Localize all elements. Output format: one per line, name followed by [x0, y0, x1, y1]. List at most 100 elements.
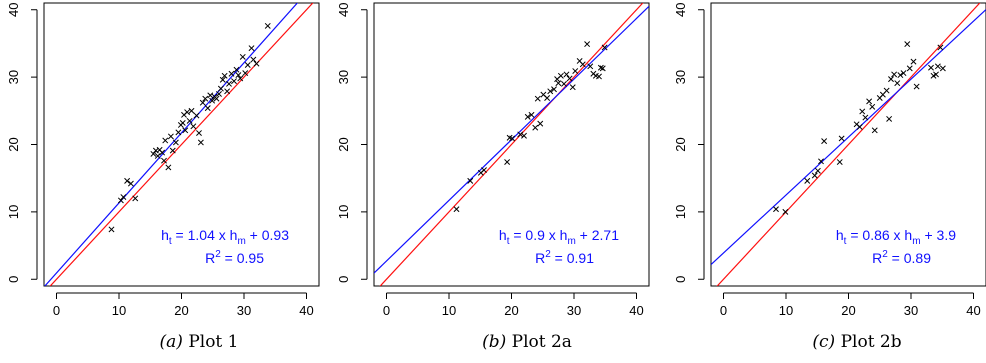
y-tick-label: 0 — [6, 276, 21, 283]
data-point — [504, 159, 511, 165]
data-point — [566, 75, 573, 82]
plot-area — [374, 3, 649, 286]
data-point — [224, 88, 231, 95]
x-tick-label: 30 — [237, 303, 251, 318]
data-point — [162, 137, 169, 144]
data-point — [202, 95, 209, 102]
data-point — [521, 132, 527, 139]
x-axis: 0 10 20 30 40 — [53, 292, 314, 318]
data-point — [933, 71, 939, 78]
data-point — [888, 76, 894, 83]
data-point — [547, 88, 554, 95]
data-point — [453, 206, 460, 213]
data-point — [906, 65, 913, 72]
caption-text: Plot 1 — [188, 332, 239, 352]
caption-plot-1: (a) Plot 1 — [34, 332, 364, 352]
data-point — [219, 76, 226, 83]
regression-line — [711, 9, 986, 266]
x-tick-label: 10 — [442, 303, 456, 318]
data-point — [537, 120, 544, 127]
data-point — [555, 80, 562, 87]
caption-text: Plot 2a — [511, 332, 572, 352]
caption-plot-2a: (b) Plot 2a — [362, 332, 692, 352]
data-point — [186, 117, 193, 124]
data-point — [190, 123, 197, 130]
data-point — [913, 83, 920, 90]
x-tick-label: 10 — [112, 303, 126, 318]
data-point — [804, 177, 811, 184]
data-point — [467, 177, 474, 184]
data-point — [557, 72, 564, 79]
plot-area — [711, 3, 986, 286]
data-point — [221, 72, 228, 79]
data-point — [154, 153, 161, 159]
data-point — [197, 139, 204, 146]
identity-line — [379, 3, 644, 286]
data-point — [910, 58, 917, 65]
data-point — [939, 65, 946, 72]
caption-label: (c) — [812, 332, 836, 352]
data-point — [182, 127, 189, 134]
data-point — [534, 95, 541, 102]
regression-equation: ht = 0.9 x hm + 2.71 — [499, 227, 619, 247]
data-point — [175, 129, 182, 136]
plot-frame — [43, 2, 320, 287]
data-point — [821, 138, 828, 145]
data-point — [117, 197, 124, 204]
y-tick-label: 40 — [6, 3, 21, 17]
x-tick-label: 20 — [504, 303, 518, 318]
data-point — [836, 159, 843, 165]
data-point — [569, 84, 576, 91]
data-point — [572, 68, 579, 75]
data-point — [233, 66, 240, 73]
data-point — [239, 53, 246, 60]
r-squared: R2 = 0.89 — [872, 249, 931, 266]
data-point — [904, 41, 911, 48]
data-point — [869, 103, 876, 110]
data-point — [481, 167, 487, 174]
data-point — [216, 91, 222, 97]
x-tick-label: 0 — [720, 303, 727, 318]
y-tick-label: 30 — [673, 70, 688, 84]
data-point — [209, 97, 216, 104]
x-tick-label: 30 — [567, 303, 581, 318]
data-point — [217, 85, 224, 92]
data-point — [248, 45, 255, 52]
data-point — [811, 172, 818, 179]
data-point — [124, 177, 131, 184]
data-point — [601, 44, 608, 51]
data-point — [596, 73, 602, 80]
data-point — [242, 70, 249, 77]
data-point — [597, 64, 604, 71]
y-tick-label: 40 — [673, 3, 688, 17]
data-point — [179, 119, 186, 126]
data-point — [253, 60, 260, 67]
caption-plot-2b: (c) Plot 2b — [692, 332, 986, 352]
y-tick-label: 0 — [673, 276, 688, 283]
data-point — [544, 95, 551, 101]
x-tick-label: 10 — [779, 303, 793, 318]
y-tick-label: 0 — [336, 276, 351, 283]
data-point — [579, 61, 586, 68]
plot-frame — [373, 2, 650, 287]
data-point — [524, 113, 531, 120]
data-point — [934, 63, 941, 70]
r-squared: R2 = 0.91 — [535, 249, 594, 266]
data-point — [584, 41, 591, 48]
data-point — [928, 64, 934, 71]
data-point — [237, 75, 244, 82]
data-point — [120, 194, 127, 201]
data-point — [172, 139, 179, 146]
data-point — [132, 195, 139, 202]
data-point — [862, 114, 869, 121]
data-point — [856, 124, 863, 130]
data-point — [127, 180, 134, 187]
x-tick-label: 40 — [299, 303, 313, 318]
data-point — [859, 108, 866, 115]
data-point — [250, 56, 257, 63]
x-tick-label: 20 — [174, 303, 188, 318]
y-axis: 0 10 20 30 40 — [6, 3, 38, 283]
data-point — [161, 157, 167, 164]
regression-equation: ht = 0.86 x hm + 3.9 — [836, 227, 956, 247]
